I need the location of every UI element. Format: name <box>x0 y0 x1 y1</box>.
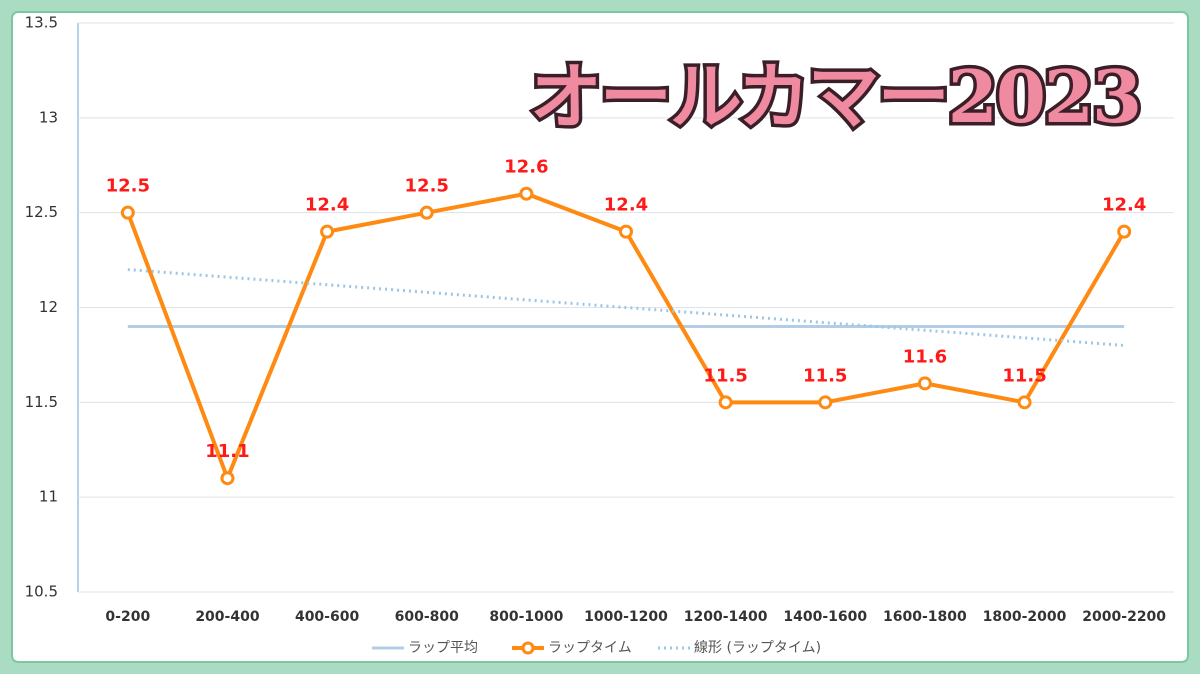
legend-label: 線形 (ラップタイム) <box>694 640 821 656</box>
data-label: 11.1 <box>205 441 249 462</box>
data-label: 12.5 <box>405 176 449 197</box>
data-label: 12.6 <box>504 157 548 178</box>
x-tick-label: 1800-2000 <box>983 609 1067 625</box>
y-tick-label: 11 <box>39 488 58 506</box>
x-tick-label: 1200-1400 <box>684 609 768 625</box>
point <box>917 376 932 391</box>
data-label: 11.5 <box>703 365 747 386</box>
point <box>619 224 633 239</box>
data-label: 12.5 <box>106 176 150 197</box>
point <box>718 395 733 410</box>
x-tick-label: 800-1000 <box>489 609 563 625</box>
x-tick-label: 1600-1800 <box>883 609 967 625</box>
chart-title: オールカマー2023 <box>530 54 1140 139</box>
data-label: 11.5 <box>803 365 847 386</box>
y-tick-label: 12 <box>39 298 58 316</box>
series-line <box>127 268 1125 347</box>
point <box>519 186 534 201</box>
data-label: 12.4 <box>604 195 648 216</box>
x-tick-label: 0-200 <box>105 609 150 625</box>
y-tick-label: 11.5 <box>25 393 58 411</box>
data-label: 12.4 <box>305 195 349 216</box>
point <box>818 395 833 410</box>
grid: 10.5 11 11.5 12 12.5 13 13.5 0-200 200-400 400-60… <box>25 14 1174 625</box>
point <box>1117 224 1132 239</box>
data-label: 11.5 <box>1002 365 1046 386</box>
x-tick-label: 600-800 <box>395 609 460 625</box>
x-tick-label: 400-600 <box>295 609 360 625</box>
plot: 12.5 11.1 12.4 12.5 12.6 12.4 11.5 11.5 11.6 11.5… <box>106 157 1146 486</box>
point <box>120 205 135 220</box>
x-tick-label: 200-400 <box>195 609 260 625</box>
data-label: 11.6 <box>903 346 947 367</box>
legend-label: ラップ平均 <box>408 640 478 656</box>
x-tick-label: 1000-1200 <box>584 609 668 625</box>
y-tick-label: 10.5 <box>25 583 58 601</box>
point <box>220 471 235 486</box>
chart-panel <box>11 11 1189 663</box>
data-label: 12.4 <box>1102 195 1146 216</box>
x-tick-label: 1400-1600 <box>783 609 867 625</box>
x-tick-label: 2000-2200 <box>1082 609 1166 625</box>
point <box>419 205 434 220</box>
y-tick-label: 13 <box>39 108 58 126</box>
point <box>320 224 335 239</box>
point <box>1017 395 1032 410</box>
legend-marker <box>521 641 535 655</box>
legend-label: ラップタイム <box>548 640 632 656</box>
y-tick-label: 12.5 <box>25 203 58 221</box>
y-tick-label: 13.5 <box>25 14 58 32</box>
